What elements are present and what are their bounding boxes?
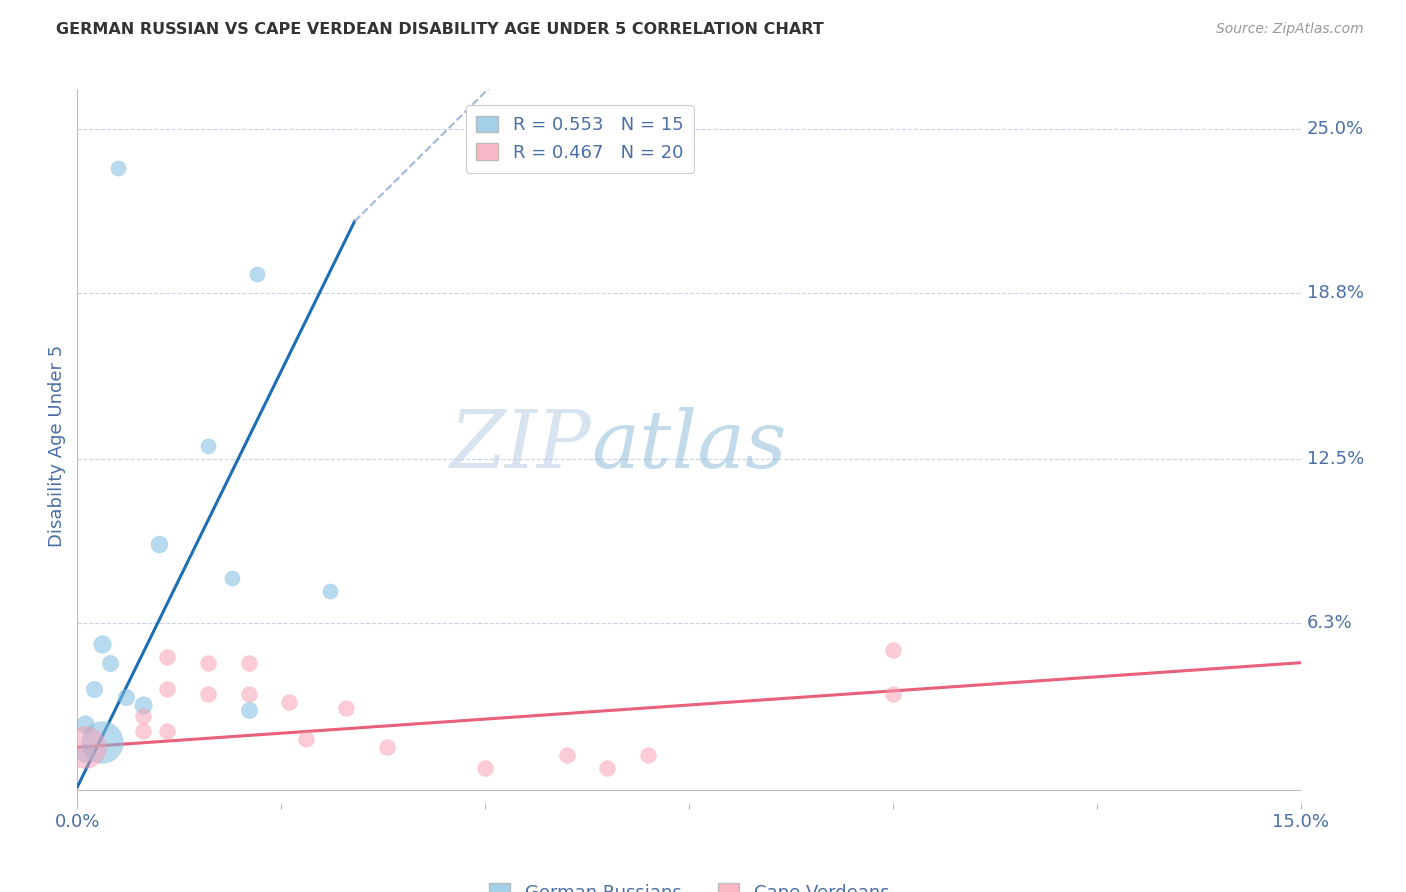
Point [90, 735, 112, 749]
Point [115, 690, 138, 704]
Point [131, 724, 153, 739]
Point [197, 439, 219, 453]
Point [90, 637, 112, 651]
Point [238, 688, 260, 702]
Point [75, 740, 97, 755]
Point [319, 584, 342, 599]
Point [221, 571, 243, 585]
Point [278, 695, 301, 709]
Point [596, 761, 619, 775]
Point [131, 698, 153, 712]
Point [156, 650, 179, 665]
Point [75, 746, 97, 760]
Point [107, 161, 129, 176]
Point [148, 537, 170, 551]
Text: ZIP: ZIP [450, 408, 591, 484]
Point [882, 688, 904, 702]
Point [637, 748, 659, 763]
Point [98, 656, 121, 670]
Point [238, 656, 260, 670]
Point [238, 703, 260, 717]
Text: 18.8%: 18.8% [1306, 284, 1364, 301]
Point [335, 700, 357, 714]
Legend: German Russians, Cape Verdeans: German Russians, Cape Verdeans [481, 876, 897, 892]
Point [197, 656, 219, 670]
Point [246, 267, 269, 281]
Point [156, 724, 179, 739]
Text: Source: ZipAtlas.com: Source: ZipAtlas.com [1216, 22, 1364, 37]
Point [83, 682, 105, 697]
Point [375, 740, 398, 755]
Point [75, 716, 97, 731]
Y-axis label: Disability Age Under 5: Disability Age Under 5 [48, 345, 66, 547]
Point [555, 748, 578, 763]
Text: 12.5%: 12.5% [1306, 450, 1364, 468]
Text: GERMAN RUSSIAN VS CAPE VERDEAN DISABILITY AGE UNDER 5 CORRELATION CHART: GERMAN RUSSIAN VS CAPE VERDEAN DISABILIT… [56, 22, 824, 37]
Text: 6.3%: 6.3% [1306, 614, 1353, 632]
Point [156, 682, 179, 697]
Point [474, 761, 496, 775]
Point [131, 708, 153, 723]
Point [294, 732, 316, 747]
Point [197, 688, 219, 702]
Text: 25.0%: 25.0% [1306, 120, 1364, 138]
Point [882, 642, 904, 657]
Text: atlas: atlas [591, 408, 786, 484]
